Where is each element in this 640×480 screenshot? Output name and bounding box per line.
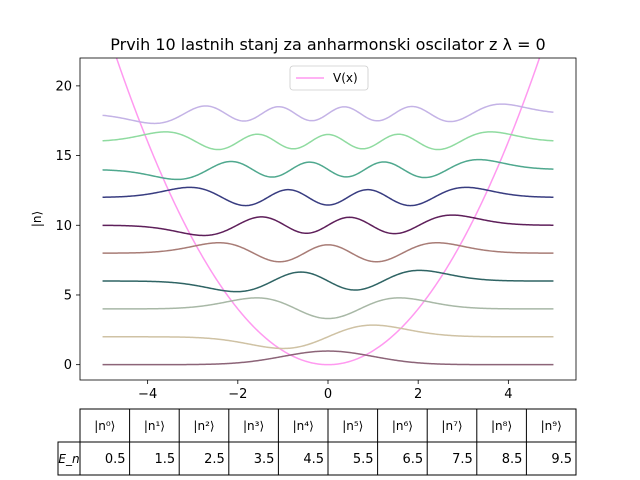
table-column-header: |n³⟩	[243, 419, 264, 433]
table-column-header: |n²⟩	[193, 419, 214, 433]
table-cell-value: 0.5	[105, 452, 126, 467]
y-tick-label: 15	[55, 149, 72, 164]
y-axis-label: |n⟩	[30, 211, 44, 227]
wavefunction-5	[102, 214, 554, 237]
potential-curve	[115, 58, 541, 366]
wavefunction-8	[102, 131, 554, 151]
x-tick-label: −2	[228, 387, 247, 402]
table-cell-value: 4.5	[303, 452, 324, 467]
wavefunction-9	[102, 103, 554, 125]
energy-table: E_n |n⁰⟩ 0.5 |n¹⟩ 1.5 |n²⟩ 2.5 |n³⟩ 3.5 |n⁴⟩ 4.5 |n…	[57, 408, 577, 476]
table-cell-value: 2.5	[204, 452, 225, 467]
plot-frame	[79, 57, 577, 381]
x-tick-label: 4	[504, 387, 512, 402]
wavefunction-7	[102, 158, 554, 181]
table-cell-value: 9.5	[551, 452, 572, 467]
y-tick-label: 10	[55, 219, 72, 234]
table-cell-value: 7.5	[452, 452, 473, 467]
table-column-header: |n¹⟩	[144, 419, 165, 433]
legend-label-potential: V(x)	[333, 71, 358, 85]
table-cell-value: 1.5	[155, 452, 176, 467]
y-axis: 0 5 10 15 20	[55, 79, 80, 373]
wavefunction-0	[102, 350, 554, 366]
y-tick-label: 20	[55, 79, 72, 94]
x-tick-label: −4	[138, 387, 157, 402]
table-column-header: |n⁶⟩	[392, 419, 413, 433]
table-column-header: |n⁸⟩	[491, 419, 512, 433]
wavefunction-6	[102, 186, 554, 207]
table-row-label-cell	[57, 441, 81, 476]
x-tick-label: 0	[324, 387, 332, 402]
y-tick-label: 0	[64, 358, 72, 373]
table-column-header: |n⁷⟩	[441, 419, 462, 433]
table-cell-value: 3.5	[254, 452, 275, 467]
table-column-header: |n⁵⟩	[342, 419, 363, 433]
table-column-header: |n⁹⟩	[541, 419, 562, 433]
wavefunction-4	[102, 242, 554, 263]
wavefunction-1	[102, 324, 554, 350]
legend: V(x)	[289, 65, 369, 91]
x-tick-label: 2	[414, 387, 422, 402]
legend-box	[289, 65, 369, 91]
table-row-label: E_n	[58, 452, 79, 466]
table-column-header: |n⁰⟩	[94, 419, 115, 433]
table-cell-value: 6.5	[403, 452, 424, 467]
y-tick-label: 5	[64, 288, 72, 303]
chart-title: Prvih 10 lastnih stanj za anharmonski os…	[110, 35, 545, 54]
x-axis: −4 −2 0 2 4	[138, 380, 513, 402]
table-cell-value: 5.5	[353, 452, 374, 467]
table-cell-value: 8.5	[502, 452, 523, 467]
plot-curves	[102, 58, 554, 366]
table-column-header: |n⁴⟩	[293, 419, 314, 433]
wavefunction-3	[102, 269, 554, 293]
wavefunction-2	[102, 297, 554, 320]
